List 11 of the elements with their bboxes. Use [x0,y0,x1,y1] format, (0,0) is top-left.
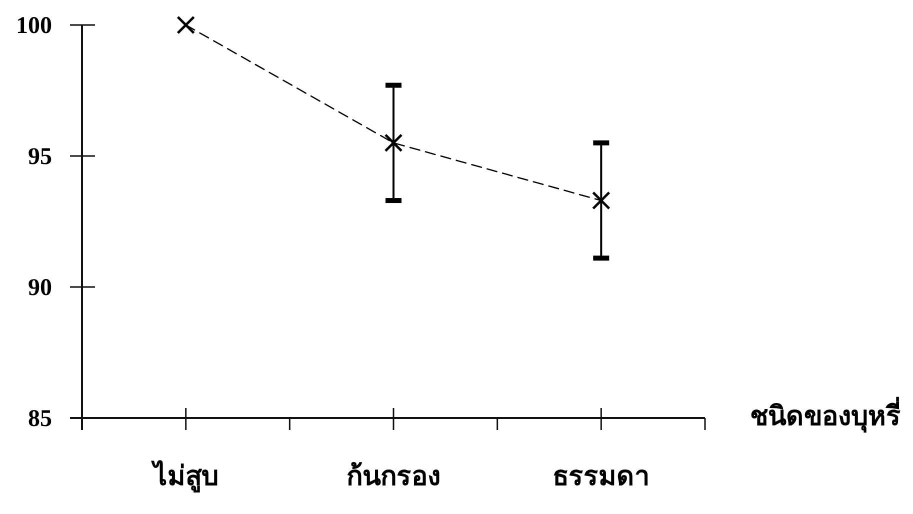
y-tick-label: 95 [28,144,52,170]
point [592,191,610,210]
x-tick-label: ก้นกรอง [346,461,440,491]
y-tick-label: 90 [28,275,52,301]
y-tick-label: 85 [28,406,52,432]
x-tick-label: ธรรมดา [552,461,650,491]
y-tick-label: 100 [16,13,52,39]
x-axis-title: ชนิดของบุหรี่ [750,396,901,433]
point [176,16,196,34]
point [384,134,403,152]
x-tick-label: ไม่สูบ [150,460,218,493]
